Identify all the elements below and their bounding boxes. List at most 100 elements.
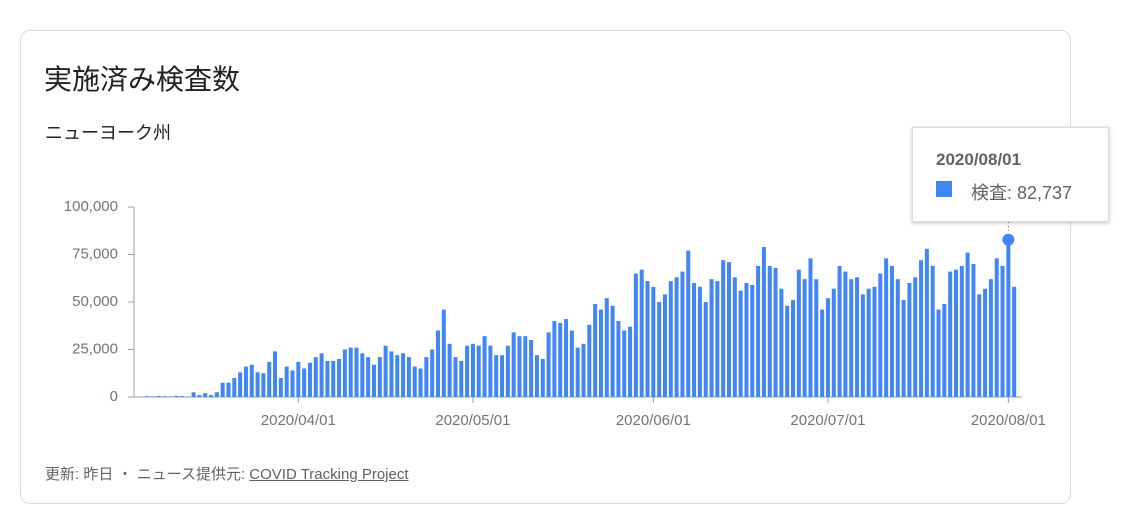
bar xyxy=(261,373,266,397)
source-link[interactable]: COVID Tracking Project xyxy=(249,466,409,483)
bar xyxy=(220,382,225,397)
bar xyxy=(750,284,755,397)
bar xyxy=(919,260,924,397)
bar xyxy=(278,378,283,397)
bar xyxy=(156,396,161,397)
bar xyxy=(895,279,900,397)
bar xyxy=(651,286,656,397)
bar xyxy=(866,288,871,397)
bar xyxy=(552,321,557,397)
bar xyxy=(558,322,563,397)
bar xyxy=(610,305,615,397)
bar xyxy=(662,294,667,397)
bar xyxy=(715,281,720,397)
bar xyxy=(756,265,761,397)
chart-subtitle: ニューヨーク州 xyxy=(45,123,171,144)
bar xyxy=(302,368,307,397)
bar xyxy=(179,396,184,397)
bar xyxy=(889,265,894,397)
bar xyxy=(465,345,470,397)
bar xyxy=(930,265,935,397)
bar xyxy=(348,347,353,397)
y-tick-label: 75,000 xyxy=(72,245,118,262)
bar xyxy=(598,309,603,397)
bar xyxy=(284,366,289,397)
y-tick-label: 25,000 xyxy=(72,340,118,357)
bar xyxy=(500,355,505,397)
bar xyxy=(337,359,342,397)
bar xyxy=(273,351,278,397)
tooltip-title: 2020/08/01 xyxy=(936,150,1022,169)
bar xyxy=(424,357,429,397)
bar xyxy=(686,250,691,397)
bar xyxy=(319,353,324,397)
chart: 0 25,000 50,000 75,000 100,000 2020/04/01 2020… xyxy=(64,198,1046,429)
bar xyxy=(680,271,685,397)
bar xyxy=(505,345,510,397)
bar xyxy=(290,370,295,397)
bar xyxy=(639,269,644,397)
bar xyxy=(488,345,493,397)
source-label: ニュース提供元: xyxy=(136,466,246,483)
x-tick-label: 2020/08/01 xyxy=(971,412,1046,429)
x-tick-label: 2020/05/01 xyxy=(435,412,510,429)
bar xyxy=(965,252,970,397)
bar xyxy=(587,324,592,397)
tooltip: 2020/08/01 検査: 82,737 xyxy=(912,127,1109,222)
bar xyxy=(668,281,673,397)
x-tick-label: 2020/06/01 xyxy=(616,412,691,429)
bar xyxy=(249,364,254,397)
bar xyxy=(983,288,988,397)
bar xyxy=(703,302,708,397)
bar xyxy=(546,332,551,397)
x-tick-label: 2020/04/01 xyxy=(261,412,336,429)
bar xyxy=(645,281,650,397)
bar xyxy=(820,309,825,397)
bar xyxy=(564,319,569,397)
bar xyxy=(418,368,423,397)
bar xyxy=(849,279,854,397)
bar xyxy=(523,336,528,397)
bar xyxy=(150,396,155,397)
bar xyxy=(657,302,662,397)
bar xyxy=(977,294,982,397)
bar xyxy=(401,353,406,397)
bar xyxy=(482,336,487,397)
bar xyxy=(145,396,149,397)
bar xyxy=(209,395,214,397)
updated: 更新: 昨日 xyxy=(45,466,114,483)
bar xyxy=(692,283,697,397)
bar xyxy=(744,283,749,397)
tooltip-text: 検査: 82,737 xyxy=(971,183,1073,203)
bar xyxy=(436,330,440,397)
bar xyxy=(575,347,580,397)
bar xyxy=(913,277,918,397)
bar xyxy=(697,286,702,397)
bar xyxy=(569,330,574,397)
bar xyxy=(732,277,737,397)
bar xyxy=(342,349,347,397)
bar xyxy=(371,364,376,397)
bar xyxy=(808,258,813,397)
bar xyxy=(494,355,499,397)
bar xyxy=(831,288,836,397)
y-tick-label: 100,000 xyxy=(64,198,118,215)
card xyxy=(20,30,1071,504)
bar xyxy=(447,343,452,397)
bar xyxy=(622,330,627,397)
bar xyxy=(476,345,481,397)
bar xyxy=(214,392,219,397)
bar xyxy=(855,277,860,397)
bar xyxy=(988,279,993,397)
bar xyxy=(529,340,534,397)
bar xyxy=(360,353,365,397)
bar xyxy=(307,362,312,397)
bar xyxy=(942,303,947,397)
chart-title: 実施済み検査数 xyxy=(44,63,241,96)
bar xyxy=(412,366,417,397)
bar xyxy=(825,298,830,397)
bar xyxy=(785,305,790,397)
bar xyxy=(907,283,912,397)
bar xyxy=(738,290,743,397)
bar xyxy=(354,347,359,397)
